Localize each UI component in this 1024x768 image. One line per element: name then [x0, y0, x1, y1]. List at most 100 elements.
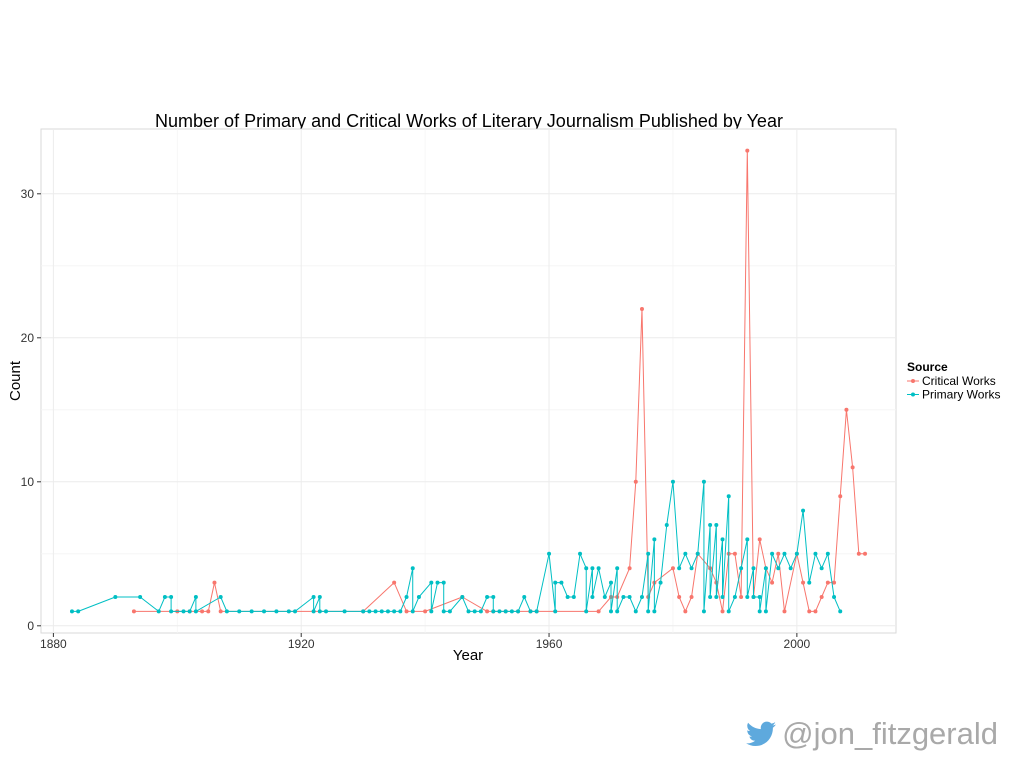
data-point-primary-works: [695, 551, 700, 556]
data-point-critical-works: [770, 580, 775, 585]
data-point-critical-works: [627, 566, 632, 571]
data-point-primary-works: [590, 566, 595, 571]
data-point-critical-works: [639, 307, 644, 311]
data-point-critical-works: [404, 609, 409, 614]
chart-title: Number of Primary and Critical Works of …: [155, 111, 783, 131]
data-point-primary-works: [763, 609, 768, 614]
data-point-primary-works: [627, 595, 632, 599]
data-point-critical-works: [683, 609, 688, 614]
data-point-primary-works: [491, 609, 496, 614]
data-point-primary-works: [751, 595, 756, 599]
data-point-critical-works: [813, 609, 818, 614]
axes: 1880 1920 1960 2000 0 10 20 30: [21, 187, 811, 651]
data-point-primary-works: [838, 609, 843, 614]
data-point-critical-works: [677, 595, 682, 599]
series-line-critical-works: [133, 150, 866, 612]
grid-lines: [41, 129, 896, 633]
data-point-critical-works: [838, 494, 843, 499]
data-point-primary-works: [503, 609, 508, 614]
data-point-primary-works: [646, 609, 651, 614]
x-tick-label: 1920: [288, 637, 315, 651]
data-point-primary-works: [590, 595, 595, 599]
data-point-primary-works: [726, 609, 731, 614]
data-point-primary-works: [757, 609, 762, 614]
data-point-primary-works: [559, 580, 564, 585]
data-point-primary-works: [801, 508, 806, 513]
data-point-primary-works: [745, 537, 750, 542]
data-point-critical-works: [782, 609, 787, 614]
data-point-primary-works: [677, 566, 682, 571]
data-point-critical-works: [218, 609, 223, 614]
data-point-primary-works: [782, 551, 787, 556]
data-point-primary-works: [187, 609, 192, 614]
data-point-primary-works: [162, 595, 167, 599]
data-point-critical-works: [832, 580, 837, 585]
data-point-primary-works: [491, 595, 496, 599]
data-point-critical-works: [776, 551, 781, 556]
data-point-primary-works: [113, 595, 118, 599]
data-point-primary-works: [720, 595, 725, 599]
legend-title: Source: [907, 360, 948, 374]
data-point-primary-works: [621, 595, 626, 599]
data-point-critical-works: [670, 566, 675, 571]
data-point-critical-works: [596, 609, 601, 614]
plot-panel: [40, 128, 897, 634]
data-point-primary-works: [553, 609, 558, 614]
data-point-primary-works: [193, 609, 198, 614]
x-axis-title: Year: [453, 647, 483, 664]
data-point-primary-works: [763, 566, 768, 571]
data-point-primary-works: [410, 609, 415, 614]
twitter-bird-icon: [746, 721, 777, 746]
data-point-critical-works: [807, 609, 812, 614]
data-point-primary-works: [249, 609, 254, 614]
data-point-primary-works: [460, 595, 465, 599]
y-tick-label: 10: [21, 475, 35, 489]
data-point-primary-works: [522, 595, 527, 599]
y-axis-title: Count: [7, 360, 24, 401]
data-point-primary-works: [516, 609, 521, 614]
data-point-primary-works: [416, 595, 421, 599]
y-tick-label: 20: [21, 331, 35, 345]
data-point-primary-works: [565, 595, 570, 599]
data-point-primary-works: [652, 609, 657, 614]
data-point-critical-works: [732, 551, 737, 556]
data-point-primary-works: [478, 609, 483, 614]
data-point-primary-works: [658, 580, 663, 585]
data-point-primary-works: [683, 551, 688, 556]
legend-label: Primary Works: [922, 388, 1000, 402]
legend-item-critical-works: Critical Works: [907, 374, 996, 388]
data-point-primary-works: [429, 580, 434, 585]
data-point-primary-works: [169, 595, 174, 599]
data-point-primary-works: [76, 609, 81, 614]
data-point-primary-works: [472, 609, 477, 614]
legend-key-point: [911, 392, 915, 397]
data-point-primary-works: [435, 580, 440, 585]
x-tick-label: 2000: [784, 637, 811, 651]
data-point-primary-works: [609, 580, 613, 585]
legend-label: Critical Works: [922, 374, 996, 388]
data-point-critical-works: [200, 609, 205, 614]
data-point-primary-works: [751, 566, 756, 571]
data-point-primary-works: [367, 609, 372, 614]
data-point-primary-works: [745, 595, 750, 599]
watermark: @jon_fitzgerald: [746, 716, 998, 752]
data-point-primary-works: [509, 609, 514, 614]
x-tick-label: 1880: [40, 637, 67, 651]
data-series: [69, 148, 868, 614]
data-point-primary-works: [726, 494, 731, 499]
data-point-primary-works: [441, 580, 446, 585]
data-point-primary-works: [342, 609, 347, 614]
data-point-primary-works: [825, 551, 830, 556]
data-point-critical-works: [212, 580, 217, 585]
data-point-critical-works: [825, 580, 830, 585]
data-point-primary-works: [646, 551, 651, 556]
data-point-primary-works: [379, 609, 384, 614]
data-point-primary-works: [720, 537, 725, 542]
data-point-critical-works: [856, 551, 861, 556]
data-point-critical-works: [206, 609, 211, 614]
data-point-primary-works: [813, 551, 818, 556]
data-point-primary-works: [547, 551, 552, 556]
data-point-primary-works: [757, 595, 762, 599]
series-primary-works: [69, 479, 843, 614]
data-point-primary-works: [373, 609, 378, 614]
